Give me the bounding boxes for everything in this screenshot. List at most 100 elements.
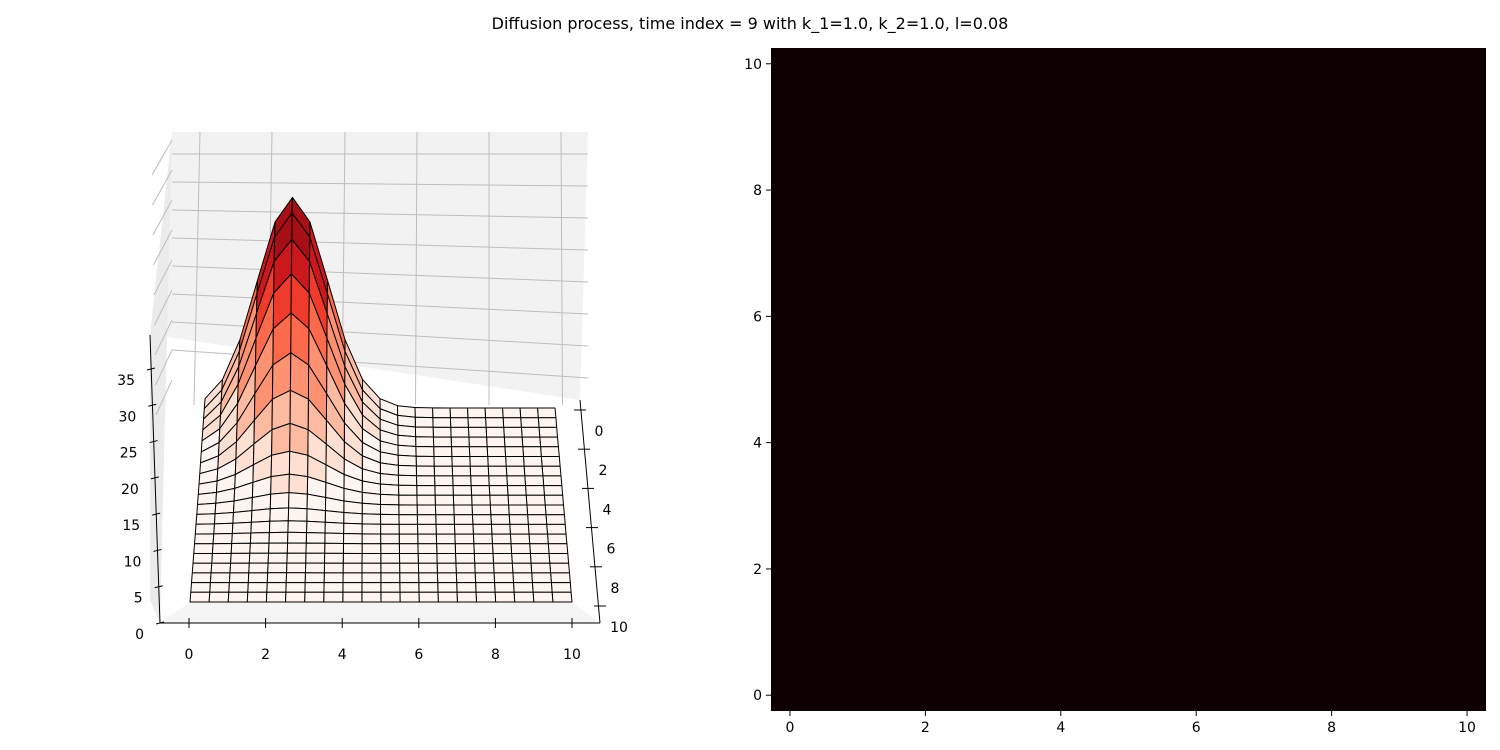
surface-cell <box>484 407 504 419</box>
surface-cell <box>287 507 308 522</box>
surface-cell <box>342 572 363 584</box>
z-tick-mark <box>153 548 162 552</box>
surface-cell <box>361 523 382 535</box>
surface-cell <box>537 407 557 419</box>
surface-cell <box>492 553 513 564</box>
surface-cell <box>511 562 533 574</box>
surface-cell <box>521 436 542 448</box>
surface-cell <box>453 523 474 535</box>
surface-cell <box>433 446 453 457</box>
surface-cell <box>540 446 560 457</box>
surface-cell <box>248 552 270 564</box>
surface-cell <box>474 572 495 584</box>
surface-cell <box>361 572 382 584</box>
surface-cell <box>520 417 540 428</box>
surface-cell <box>251 493 272 512</box>
surface-cell <box>210 562 232 574</box>
surface-cell <box>455 572 477 584</box>
surface-cell <box>230 552 251 564</box>
x-tick-label: 0 <box>185 647 194 663</box>
axes-lines <box>149 334 601 624</box>
surface-cell <box>475 591 497 603</box>
surface-cell <box>471 494 491 506</box>
z-tick-label: 15 <box>122 518 140 534</box>
surface-cell <box>197 491 217 505</box>
grid-line <box>153 259 173 296</box>
grid-line <box>155 379 173 416</box>
surface-cell <box>324 542 344 554</box>
surface-cell <box>456 591 477 603</box>
surface-cell <box>397 474 418 486</box>
surface-cell <box>323 562 344 574</box>
surface-cell <box>543 485 564 496</box>
surface-cell <box>526 504 547 516</box>
surface-cell <box>416 494 436 506</box>
surface-cell <box>437 591 458 603</box>
surface-cell <box>414 416 434 428</box>
surface-cell <box>456 582 477 593</box>
surface-cell <box>304 572 325 584</box>
surface-cell <box>491 533 512 545</box>
surface-cell <box>398 504 418 516</box>
surface-cell <box>469 456 489 467</box>
surface-cell <box>417 533 438 545</box>
surface-cell <box>361 533 382 545</box>
surface-cell <box>435 514 455 525</box>
z-tick-label: 20 <box>121 482 139 498</box>
surface-cell <box>510 543 531 554</box>
surface-cell <box>343 522 363 535</box>
surface-cell <box>380 513 400 525</box>
surface-cell <box>191 572 212 584</box>
surface-cell <box>513 582 534 593</box>
surface-cell <box>519 407 539 419</box>
surface-cell <box>512 572 533 584</box>
surface-cell <box>285 572 306 584</box>
surface-cell <box>266 572 288 584</box>
heatmap-y-tick-label: 2 <box>753 562 762 578</box>
surface-cell <box>227 591 249 603</box>
surface-cell <box>543 494 564 506</box>
surface-cell <box>323 572 344 584</box>
surface-cell <box>214 500 235 515</box>
surface-cell <box>472 533 493 545</box>
surface-cell <box>324 521 345 534</box>
surface-cell <box>473 553 494 564</box>
surface-cell <box>524 475 545 487</box>
grid-line <box>153 229 173 266</box>
surface-cell <box>539 436 559 448</box>
surface-cell <box>502 417 522 428</box>
surface-cell <box>248 562 269 574</box>
surface-cell <box>209 582 230 593</box>
surface-cell <box>508 504 529 516</box>
surface-cell <box>538 426 558 438</box>
surface-cell <box>529 553 551 564</box>
surface-cell <box>548 553 570 564</box>
surface-cell <box>549 562 570 574</box>
surface-cell <box>537 417 558 428</box>
surface-cell <box>527 514 548 525</box>
surface-cell <box>399 591 420 603</box>
surface-cell <box>417 543 438 554</box>
surface-cell <box>436 553 457 564</box>
surface-cell <box>511 553 532 564</box>
surface-cell <box>285 582 306 593</box>
surface-cell <box>453 504 473 516</box>
surface-cell <box>194 533 215 545</box>
surface-cell <box>434 475 454 487</box>
surface-cell <box>398 543 419 554</box>
surface-cell <box>343 512 363 525</box>
surface-cell <box>288 450 309 478</box>
z-tick-label: 0 <box>135 627 144 643</box>
surface-cell <box>250 508 271 523</box>
surface-cell <box>474 562 495 574</box>
surface-cell <box>342 552 363 564</box>
surface-mesh <box>189 196 573 603</box>
y-tick-label: 8 <box>611 581 620 597</box>
heatmap-x-tick-label: 10 <box>1458 720 1476 736</box>
surface-cell <box>485 426 505 438</box>
surface-cell <box>399 562 420 574</box>
surface-cell <box>398 523 419 535</box>
surface-cell <box>196 502 217 515</box>
surface-cell <box>525 494 546 506</box>
